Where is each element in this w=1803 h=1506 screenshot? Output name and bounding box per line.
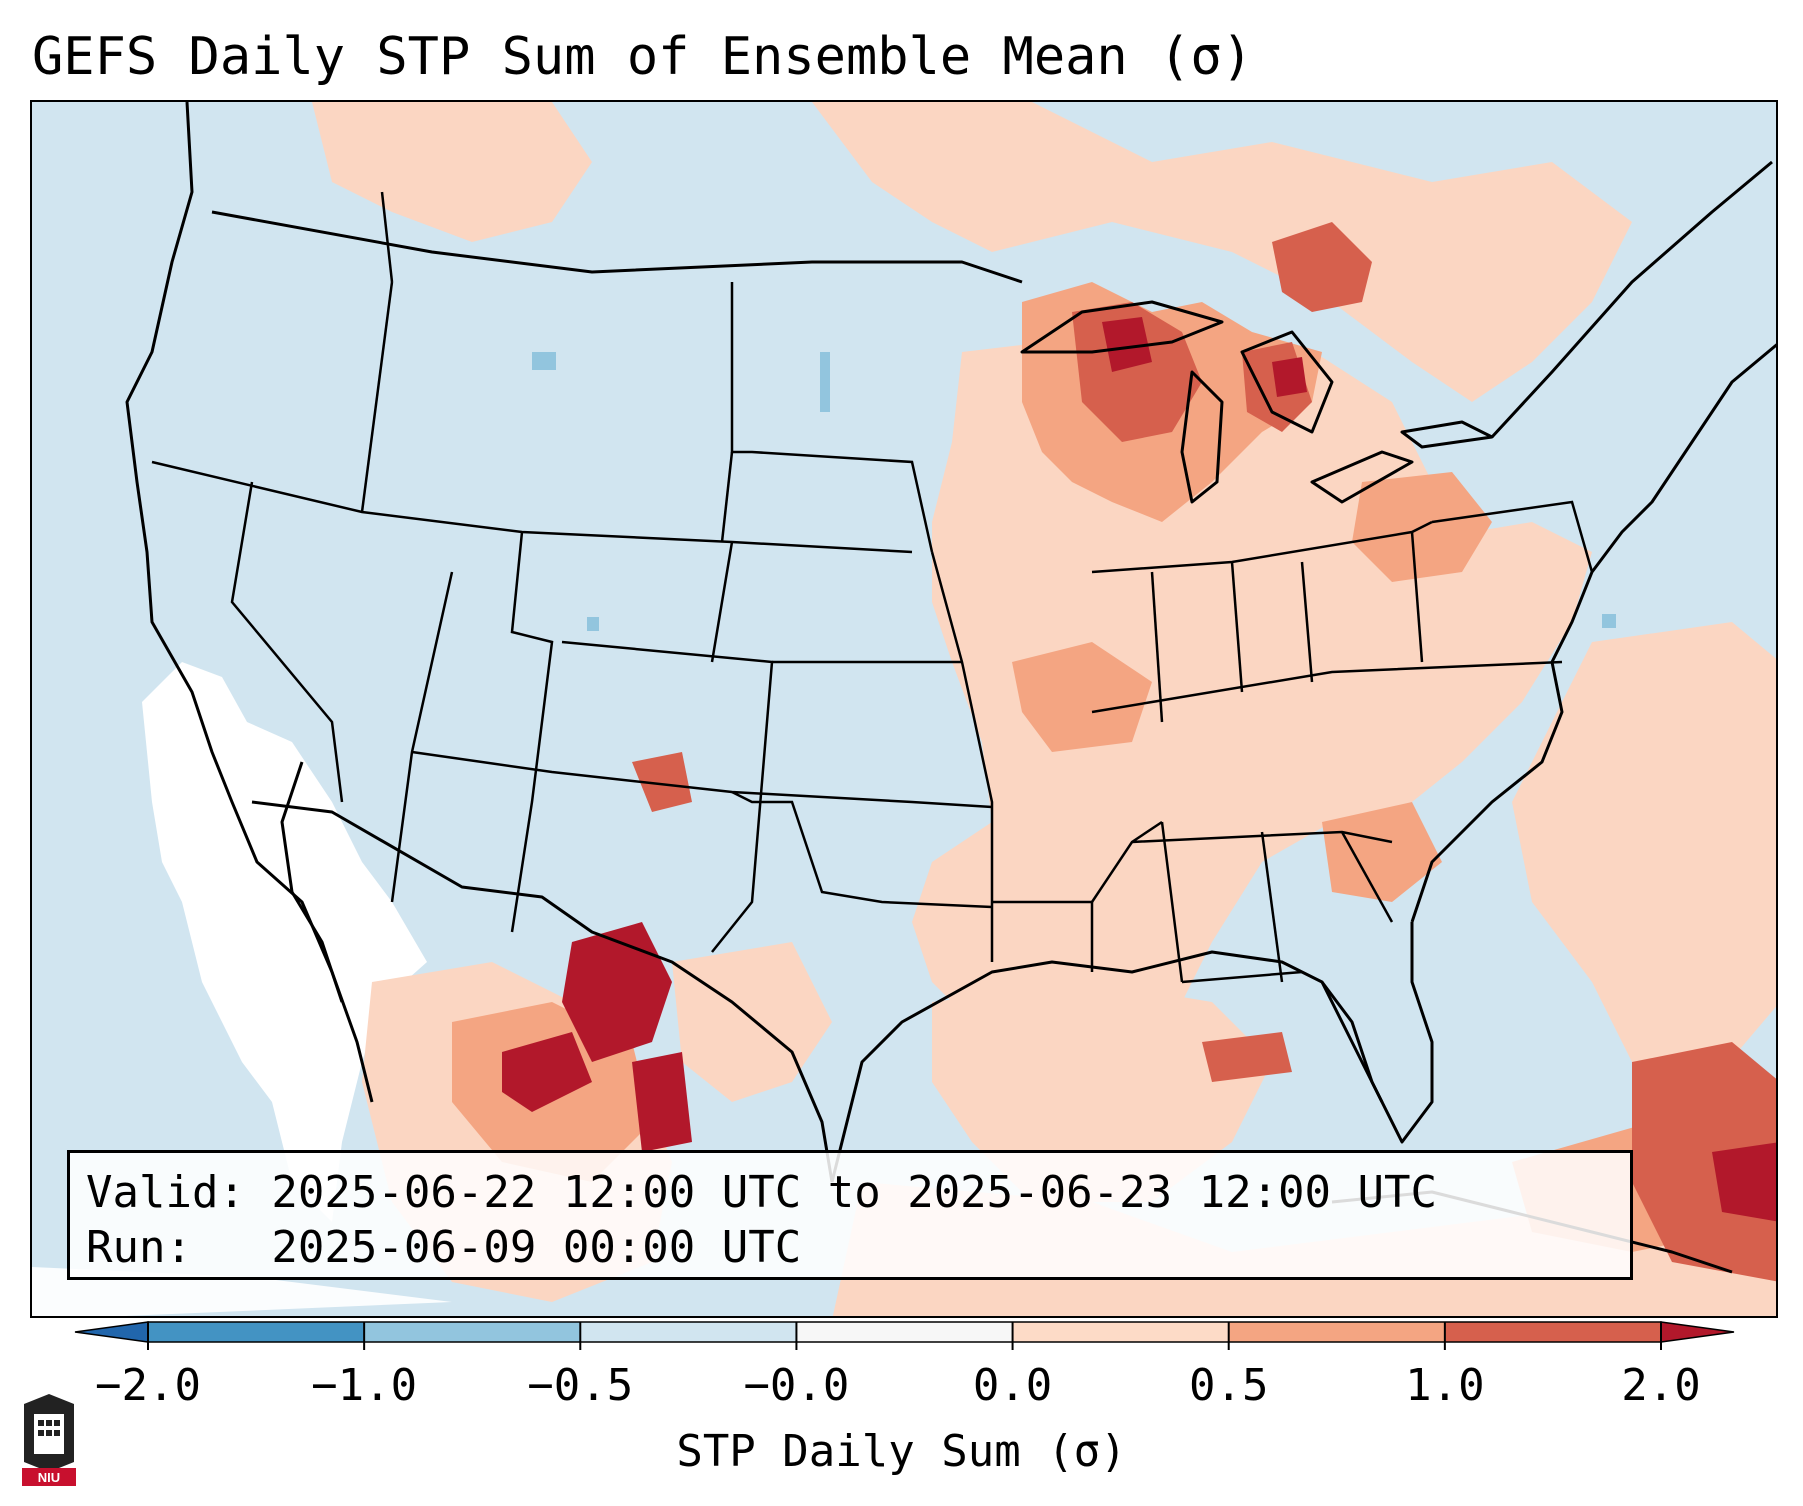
extreme-pos-mexico-south bbox=[632, 1052, 692, 1152]
colorbar-segments bbox=[147, 1321, 1662, 1343]
map-panel bbox=[30, 100, 1778, 1318]
valid-info-box: Valid: 2025-06-22 12:00 UTC to 2025-06-2… bbox=[67, 1150, 1633, 1280]
extreme-pos-michigan bbox=[1272, 357, 1307, 397]
state-borders bbox=[151, 191, 1594, 984]
stp-map bbox=[32, 102, 1776, 1316]
colorbar-tick-label: −1.0 bbox=[311, 1360, 418, 1411]
extreme-pos-mexico-north bbox=[562, 922, 672, 1062]
run-time-text: Run: 2025-06-09 00:00 UTC bbox=[86, 1222, 802, 1273]
colorbar-segment-5 bbox=[1228, 1322, 1446, 1342]
mod-pos-southeast bbox=[1322, 802, 1442, 902]
us-mexico-border bbox=[251, 800, 834, 1183]
colorbar-tick-label: −2.0 bbox=[95, 1360, 201, 1411]
niu-logo-text: NIU bbox=[38, 1470, 60, 1485]
strong-pos-caribbean bbox=[1632, 1042, 1776, 1282]
colorbar-tick-label: 0.0 bbox=[972, 1360, 1053, 1411]
colorbar-segment-0 bbox=[148, 1322, 365, 1342]
weak-neg-colorado bbox=[587, 617, 599, 631]
west-coast bbox=[125, 102, 374, 1103]
east-coast bbox=[1410, 343, 1776, 923]
weak-neg-dakota bbox=[820, 352, 830, 412]
extreme-pos-wisconsin bbox=[1102, 317, 1152, 372]
extreme-pos-mexico-central bbox=[502, 1032, 592, 1112]
colorbar-tick-label: −0.0 bbox=[743, 1360, 850, 1411]
strong-pos-gulf bbox=[1202, 1032, 1292, 1082]
near-zero-region-west bbox=[142, 662, 427, 1222]
colorbar-tick-label: 0.5 bbox=[1188, 1360, 1269, 1411]
valid-time-text: Valid: 2025-06-22 12:00 UTC to 2025-06-2… bbox=[86, 1167, 1438, 1218]
gulf-coast bbox=[830, 950, 1384, 1183]
great-lakes-michigan bbox=[1180, 370, 1224, 504]
colorbar-segment-4 bbox=[1012, 1322, 1230, 1342]
colorbar-under-arrow bbox=[74, 1321, 149, 1343]
colorbar-label: STP Daily Sum (σ) bbox=[676, 1426, 1127, 1477]
colorbar-over-arrow bbox=[1660, 1321, 1735, 1343]
chart-title: GEFS Daily STP Sum of Ensemble Mean (σ) bbox=[32, 27, 1253, 87]
great-lakes-superior bbox=[1020, 300, 1224, 354]
strong-pos-ontario bbox=[1272, 222, 1372, 312]
colorbar-tick-marks bbox=[147, 1322, 1662, 1350]
weak-pos-north bbox=[812, 102, 1632, 402]
colorbar bbox=[74, 1321, 1735, 1350]
weak-pos-texas bbox=[672, 942, 832, 1102]
niu-logo-banner bbox=[22, 1468, 76, 1486]
great-lakes-huron bbox=[1240, 330, 1334, 434]
colorbar-tick-label: 1.0 bbox=[1405, 1360, 1485, 1411]
weak-pos-gulf bbox=[932, 982, 1272, 1202]
colorbar-tick-label: −0.5 bbox=[527, 1360, 634, 1411]
colorbar-tick-label: 2.0 bbox=[1621, 1360, 1701, 1411]
weak-neg-idaho bbox=[532, 352, 556, 370]
weak-negative-areas bbox=[532, 352, 1616, 631]
hudson-st-lawrence bbox=[1490, 160, 1773, 439]
colorbar-segment-2 bbox=[580, 1322, 797, 1342]
colorbar-segment-6 bbox=[1444, 1322, 1662, 1342]
florida bbox=[1320, 922, 1434, 1144]
weak-pos-atlantic bbox=[1512, 622, 1776, 1082]
canada-border bbox=[211, 210, 1023, 284]
weak-neg-atlantic bbox=[1602, 614, 1616, 628]
baja-california bbox=[280, 761, 344, 1003]
mod-pos-midwest bbox=[1012, 642, 1152, 752]
colorbar-segment-3 bbox=[796, 1322, 1014, 1342]
colorbar-segment-1 bbox=[364, 1322, 581, 1342]
niu-logo: NIU bbox=[22, 1394, 76, 1486]
weak-pos-canada-west bbox=[312, 102, 592, 242]
strong-pos-wisconsin bbox=[1072, 302, 1202, 442]
extreme-pos-cuba-east bbox=[1712, 1142, 1776, 1222]
extreme-positive-areas bbox=[502, 317, 1776, 1222]
great-lakes-erie bbox=[1310, 450, 1414, 504]
strong-pos-colorado bbox=[632, 752, 692, 812]
